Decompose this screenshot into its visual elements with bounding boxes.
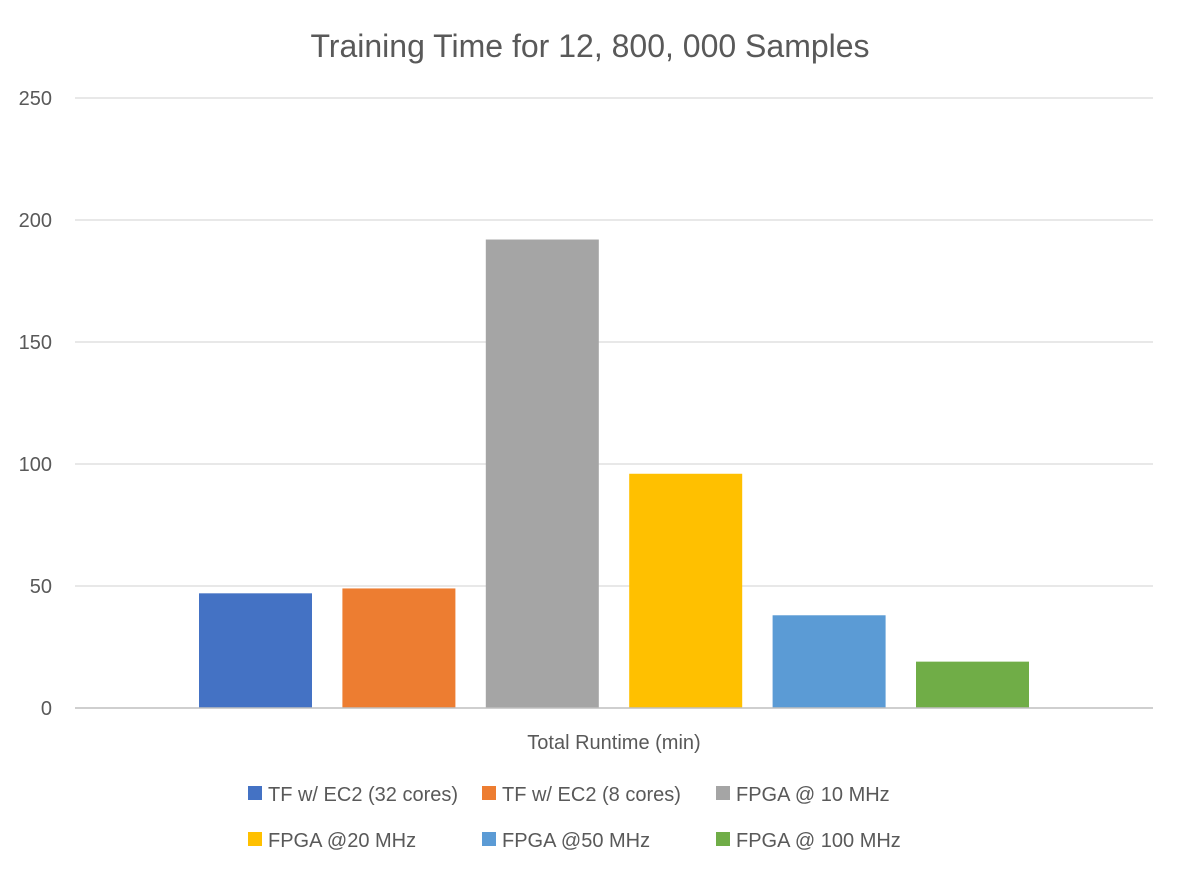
bar-6 [916, 661, 1029, 708]
legend-label: FPGA @50 MHz [502, 830, 650, 852]
legend-swatch [248, 832, 262, 846]
legend-label: TF w/ EC2 (32 cores) [268, 784, 458, 806]
y-tick-label: 100 [19, 454, 52, 476]
y-tick-label: 0 [41, 698, 52, 720]
gridlines [75, 97, 1153, 587]
legend-label: FPGA @ 10 MHz [736, 784, 890, 806]
y-axis-ticks: 0 50 100 150 200 250 [19, 88, 52, 720]
bar-4 [629, 473, 743, 708]
legend-swatch [716, 786, 730, 800]
y-tick-label: 250 [19, 88, 52, 110]
legend-swatch [248, 786, 262, 800]
bar-5 [772, 615, 886, 708]
bar-1 [199, 593, 312, 708]
bar-2 [342, 588, 456, 708]
x-axis-label: Total Runtime (min) [527, 732, 700, 754]
bar-3 [485, 239, 599, 708]
legend-label: FPGA @20 MHz [268, 830, 416, 852]
legend-label: FPGA @ 100 MHz [736, 830, 901, 852]
y-tick-label: 50 [30, 576, 52, 598]
y-tick-label: 200 [19, 210, 52, 232]
legend-swatch [482, 786, 496, 800]
legend-swatch [716, 832, 730, 846]
legend-swatch [482, 832, 496, 846]
legend-label: TF w/ EC2 (8 cores) [502, 784, 681, 806]
chart-title: Training Time for 12, 800, 000 Samples [310, 28, 869, 64]
y-tick-label: 150 [19, 332, 52, 354]
legend: TF w/ EC2 (32 cores) TF w/ EC2 (8 cores) F… [248, 784, 901, 852]
bars [199, 239, 1029, 708]
